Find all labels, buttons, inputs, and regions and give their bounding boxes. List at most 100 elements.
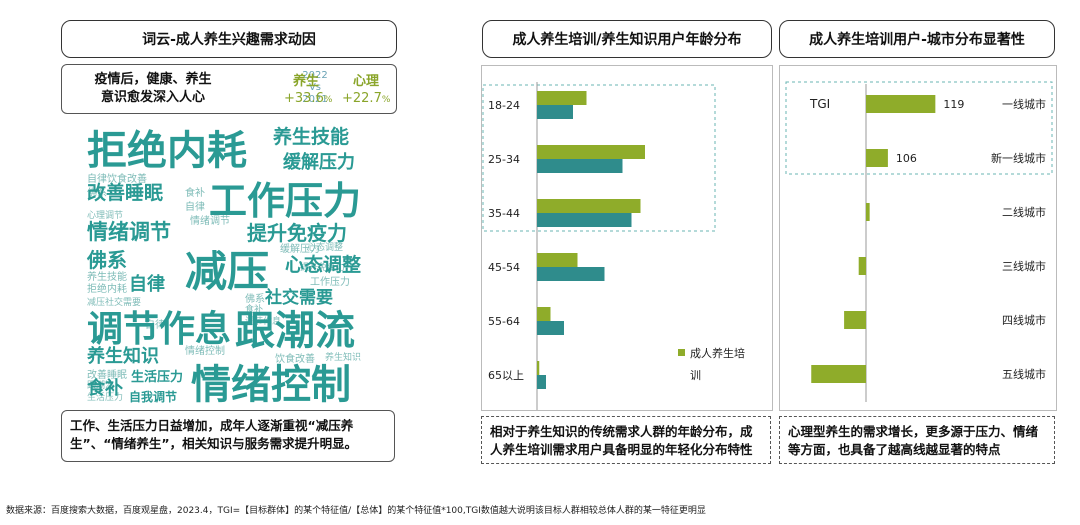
age-bar-knowledge [537, 375, 546, 389]
age-bar-training [537, 307, 551, 321]
cloud-word: 跟潮流 [235, 308, 355, 354]
compare-vs: Vs [308, 82, 322, 93]
age-bar-knowledge [537, 267, 605, 281]
cloud-word: 自律饮食改善 [87, 174, 147, 185]
compare-year-2021: 2021 [302, 94, 328, 105]
cloud-word: 食补 [185, 188, 205, 199]
cloud-word: 情绪调节 [87, 220, 171, 244]
compare-years: 2022 Vs 2021 [298, 70, 332, 106]
cloud-word: 改善睡眠 [87, 370, 127, 381]
stat-text: 疫情后，健康、养生 意识愈发深入人心 [68, 71, 238, 107]
cloud-word: 自我调节 [129, 390, 178, 404]
cloud-word: 自律 [185, 202, 205, 213]
city-bar [858, 257, 866, 275]
cloud-word: 缓解压力 [283, 152, 355, 173]
age-bar-knowledge [537, 159, 623, 173]
highlight-box [785, 81, 1053, 175]
cloud-word: 提升免疫力 [300, 263, 346, 273]
wordcloud-note-text: 工作、生活压力日益增加，成年人逐渐重视“减压养生”、“情绪养生”，相关知识与服务… [70, 418, 358, 451]
city-bar [811, 365, 866, 383]
city-category-label: 五线城市 [1002, 367, 1046, 381]
cloud-word: 情绪控制 [191, 362, 351, 408]
word-cloud: 自律饮食改善 佛系 食补 自律 情绪调节 拒绝内耗 缓解压力 心理调节 减压社交… [85, 120, 375, 410]
cloud-word: 养生知识 [325, 353, 362, 363]
age-chart-svg: 18-24 25-34 35-44 45-54 55-64 65以上 成人养生培训 [482, 82, 745, 410]
cloud-word: 工作压力 [310, 277, 350, 288]
cloud-word: 佛系 [245, 294, 265, 305]
cloud-word: 食补 [87, 378, 123, 399]
cloud-word: 心态调整 [307, 243, 344, 253]
metric-value-mental: +22.7% [342, 91, 391, 106]
age-category-label: 65以上 [488, 369, 524, 382]
stat-box: 疫情后，健康、养生 意识愈发深入人心 2022 Vs 2021 养生 +33.6… [61, 64, 397, 114]
city-bar [866, 95, 936, 113]
city-value-label: 106 [896, 152, 917, 165]
age-bar-knowledge [537, 105, 573, 119]
cloud-word: 拒绝内耗 [87, 128, 247, 174]
cloud-word: 工作压力 [209, 179, 362, 223]
cloud-word: 心态调整 [285, 254, 362, 276]
city-bar [866, 149, 888, 167]
cloud-word: 调节作息 [245, 317, 282, 327]
city-value-label: 119 [943, 98, 964, 111]
wordcloud-note: 工作、生活压力日益增加，成年人逐渐重视“减压养生”、“情绪养生”，相关知识与服务… [61, 410, 395, 462]
cloud-word: 养生知识 [87, 346, 159, 367]
wordcloud-title: 词云-成人养生兴趣需求动因 [142, 32, 316, 48]
city-category-label: 一线城市 [1002, 97, 1046, 111]
age-bar-knowledge [537, 321, 564, 335]
tgi-label: TGI [809, 97, 830, 111]
cloud-word: 佛系 [87, 248, 127, 272]
compare-year-2022: 2022 [302, 70, 328, 81]
age-category-label: 55-64 [488, 315, 520, 328]
cloud-word: 调节作息 [87, 309, 232, 350]
cloud-word: 改善睡眠 [87, 182, 164, 204]
city-bar [844, 311, 866, 329]
cloud-word: 生活压力 [131, 370, 184, 385]
cloud-word: 生活压力 [87, 393, 124, 403]
age-chart-panel: 18-24 25-34 35-44 45-54 55-64 65以上 成人养生培训 [481, 65, 773, 411]
cloud-word: 养生技能 [87, 272, 127, 283]
age-bar-training [537, 253, 578, 267]
city-category-label: 三线城市 [1002, 259, 1046, 273]
city-chart-note-text: 心理型养生的需求增长，更多源于压力、情绪等方面，也具备了越高线越显著的特点 [788, 424, 1039, 457]
age-chart-title: 成人养生培训/养生知识用户年龄分布 [512, 32, 742, 48]
age-chart-note: 相对于养生知识的传统需求人群的年龄分布，成人养生培训需求用户具备明显的年轻化分布… [481, 416, 771, 464]
cloud-word: 自律 [145, 320, 165, 331]
cloud-word: 佛系 [87, 188, 107, 199]
city-bar [866, 203, 870, 221]
city-category-label: 四线城市 [1002, 313, 1046, 327]
age-category-label: 45-54 [488, 261, 520, 274]
cloud-word: 食补 [245, 305, 264, 315]
cloud-word: 社交需要 [265, 288, 333, 308]
city-category-label: 二线城市 [1002, 205, 1046, 219]
cloud-word: 饮食改善 [275, 354, 315, 365]
cloud-word: 情绪调节 [190, 216, 230, 227]
age-category-label: 25-34 [488, 153, 520, 166]
cloud-word: 心理调节 [87, 211, 124, 221]
age-bar-knowledge [537, 213, 632, 227]
cloud-word: 拒绝内耗 [87, 284, 127, 295]
age-chart-title-box: 成人养生培训/养生知识用户年龄分布 [482, 20, 772, 58]
legend-swatch [678, 349, 685, 356]
cloud-word: 养生技能 [273, 126, 350, 148]
stat-text-line-2: 意识愈发深入人心 [100, 90, 205, 105]
wordcloud-title-box: 词云-成人养生兴趣需求动因 [61, 20, 397, 58]
age-bar-training [537, 199, 641, 213]
city-chart-panel: TGI 119 一线城市 106 新一线城市二线城市三线城市四线城市五线城市 [779, 65, 1057, 411]
city-chart-title: 成人养生培训用户-城市分布显著性 [809, 32, 1025, 48]
age-bar-training [537, 91, 587, 105]
metric-value-health: +33.6% [284, 91, 333, 106]
metric-label-health: 养生 [293, 74, 320, 89]
cloud-word: 提升免疫力 [247, 221, 347, 245]
city-category-label: 新一线城市 [991, 151, 1046, 165]
cloud-word: 情绪控制 [185, 346, 225, 357]
age-bar-training [537, 145, 645, 159]
age-category-label: 35-44 [488, 207, 520, 220]
city-chart-title-box: 成人养生培训用户-城市分布显著性 [779, 20, 1055, 58]
age-bar-training [537, 361, 540, 375]
cloud-word: 缓解压力 [280, 244, 320, 255]
footer-source: 数据来源：百度搜索大数据，百度观星盘，2023.4，TGI=【目标群体】的某个特… [6, 506, 706, 516]
stat-text-line-1: 疫情后，健康、养生 [94, 72, 212, 87]
cloud-word: 跟潮流 [87, 381, 115, 391]
